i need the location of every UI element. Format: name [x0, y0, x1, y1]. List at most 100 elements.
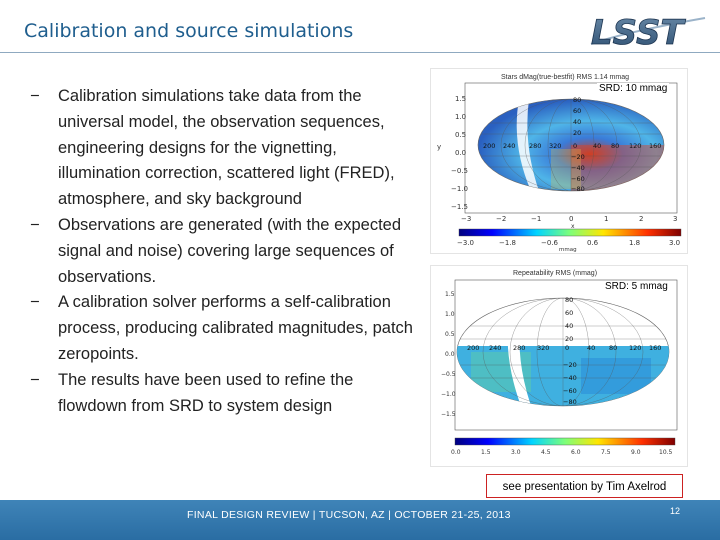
lon-label: 320: [549, 142, 561, 150]
bullet-text: Observations are generated (with the exp…: [58, 215, 402, 286]
y-axis-label: y: [437, 143, 441, 151]
bullet-list: − Calibration simulations take data from …: [30, 84, 415, 419]
y-tick: −1.5: [441, 411, 456, 418]
y-tick: 0.0: [445, 351, 455, 358]
lat-label: 80: [573, 96, 581, 104]
y-tick: −1.0: [451, 185, 468, 193]
lat-label: 20: [573, 129, 581, 137]
y-tick: 0.0: [455, 149, 466, 157]
colorbar-tick: 6.0: [571, 449, 581, 456]
colorbar-tick: 9.0: [631, 449, 641, 456]
lat-label: −80: [571, 185, 585, 193]
lat-label: −20: [563, 361, 577, 369]
colorbar-tick: 10.5: [659, 449, 673, 456]
bullet-item: − Observations are generated (with the ex…: [30, 213, 415, 290]
x-tick: 3: [673, 215, 677, 223]
bullet-item: − Calibration simulations take data from …: [30, 84, 415, 213]
bullet-text: The results have been used to refine the…: [58, 370, 354, 415]
bullet-marker: −: [30, 87, 40, 105]
colorbar-tick: 0.0: [451, 449, 461, 456]
lat-label: −60: [563, 387, 577, 395]
lat-label: 40: [573, 118, 581, 126]
slide-title: Calibration and source simulations: [24, 20, 354, 42]
lon-label: 160: [649, 344, 661, 352]
repeatability-skymap: Repeatability RMS (mmag) 1.5 1.0 0.5 0.0…: [430, 265, 688, 467]
footer-text: FINAL DESIGN REVIEW | TUCSON, AZ | OCTOB…: [187, 509, 511, 521]
lon-label: 80: [611, 142, 619, 150]
lat-label: 80: [565, 296, 573, 304]
x-tick: −2: [496, 215, 506, 223]
lon-label: 0: [565, 344, 569, 352]
x-tick: −3: [461, 215, 471, 223]
lsst-logo: LSST: [585, 10, 710, 54]
bullet-item: − The results have been used to refine th…: [30, 368, 415, 420]
lon-label: 80: [609, 344, 617, 352]
lsst-logo-text: LSST: [591, 13, 686, 53]
x-tick: 1: [604, 215, 608, 223]
y-tick: 0.5: [455, 131, 466, 139]
y-tick: −0.5: [441, 371, 456, 378]
y-tick: 1.5: [445, 291, 455, 298]
colorbar: [458, 228, 682, 237]
y-tick: 1.0: [445, 311, 455, 318]
y-tick: 1.0: [455, 113, 466, 121]
lon-label: 320: [537, 344, 549, 352]
lon-label: 200: [467, 344, 479, 352]
bullet-marker: −: [30, 215, 40, 234]
presentation-reference-note: see presentation by Tim Axelrod: [486, 474, 683, 498]
lat-label: 60: [573, 107, 581, 115]
colorbar-tick: 7.5: [601, 449, 611, 456]
lon-label: 40: [593, 142, 601, 150]
colorbar-tick: 0.6: [587, 239, 599, 247]
lat-label: −40: [563, 374, 577, 382]
colorbar: [454, 437, 676, 446]
plot-top-title: Stars dMag(true-bestfit) RMS 1.14 mmag: [501, 74, 629, 81]
lat-label: −40: [571, 164, 585, 172]
srd-requirement-label: SRD: 10 mmag: [597, 83, 670, 94]
lon-label: 120: [629, 344, 641, 352]
lat-label: −80: [563, 398, 577, 406]
colorbar-tick: 3.0: [511, 449, 521, 456]
lon-label: 240: [489, 344, 501, 352]
colorbar-tick: 4.5: [541, 449, 551, 456]
y-tick: −1.5: [451, 203, 468, 211]
lon-label: 40: [587, 344, 595, 352]
lon-label: 200: [483, 142, 495, 150]
colorbar-tick: −3.0: [457, 239, 474, 247]
bullet-marker: −: [30, 293, 40, 312]
lat-label: −60: [571, 175, 585, 183]
colorbar-tick: −1.8: [499, 239, 516, 247]
lat-label: 20: [565, 335, 573, 343]
lon-label: 240: [503, 142, 515, 150]
x-tick: 2: [639, 215, 643, 223]
lon-label: 160: [649, 142, 661, 150]
skymap-top-svg: Stars dMag(true-bestfit) RMS 1.14 mmag 1…: [437, 74, 682, 253]
lat-label: −20: [571, 153, 585, 161]
lon-label: 120: [629, 142, 641, 150]
colorbar-tick: 1.8: [629, 239, 640, 247]
lat-label: 40: [565, 322, 573, 330]
bullet-text: A calibration solver performs a self-cal…: [58, 293, 413, 363]
bullet-text: Calibration simulations take data from t…: [58, 87, 395, 209]
x-tick: −1: [531, 215, 541, 223]
colorbar-label: mmag: [559, 247, 577, 253]
skymap-bottom-svg: Repeatability RMS (mmag) 1.5 1.0 0.5 0.0…: [441, 270, 678, 456]
calibration-error-skymap: Stars dMag(true-bestfit) RMS 1.14 mmag 1…: [430, 68, 688, 254]
page-number: 12: [670, 506, 681, 516]
title-divider: [0, 52, 720, 53]
lon-label: 280: [529, 142, 541, 150]
lon-label: 0: [573, 142, 577, 150]
y-tick: −0.5: [451, 167, 468, 175]
bullet-marker: −: [30, 370, 40, 389]
plot-bottom-title: Repeatability RMS (mmag): [513, 270, 597, 277]
y-tick: 0.5: [445, 331, 455, 338]
colorbar-tick: 3.0: [669, 239, 680, 247]
x-axis-label: x: [571, 223, 575, 230]
srd-requirement-label: SRD: 5 mmag: [603, 281, 670, 292]
x-tick: 0: [569, 215, 573, 223]
y-tick: −1.0: [441, 391, 456, 398]
lat-label: 60: [565, 309, 573, 317]
y-tick: 1.5: [455, 95, 466, 103]
footer-bar: FINAL DESIGN REVIEW | TUCSON, AZ | OCTOB…: [0, 500, 720, 540]
lon-label: 280: [513, 344, 525, 352]
